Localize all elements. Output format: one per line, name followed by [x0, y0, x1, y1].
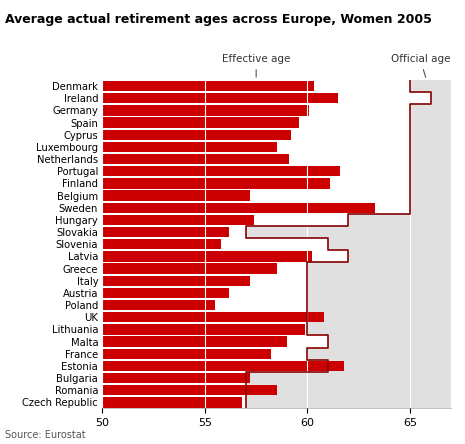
Bar	[102, 263, 277, 274]
Bar	[102, 81, 313, 91]
Bar	[102, 93, 338, 103]
Bar	[102, 142, 277, 152]
Bar	[102, 117, 299, 128]
Bar	[307, 311, 451, 323]
Bar	[410, 190, 451, 202]
Text: Effective age: Effective age	[222, 54, 290, 77]
Bar	[102, 288, 230, 298]
Bar	[102, 105, 310, 115]
Bar	[348, 214, 451, 226]
Text: Official age: Official age	[391, 54, 450, 77]
Bar	[410, 153, 451, 165]
Bar	[410, 129, 451, 141]
Bar	[307, 287, 451, 299]
Bar	[102, 202, 375, 213]
Bar	[410, 202, 451, 214]
Bar	[102, 190, 250, 201]
Bar	[102, 239, 221, 250]
Bar	[102, 276, 250, 286]
Bar	[410, 141, 451, 153]
Bar	[307, 262, 451, 275]
Bar	[431, 92, 451, 104]
Bar	[102, 337, 287, 347]
Bar	[246, 226, 451, 238]
Bar	[307, 323, 451, 336]
Bar	[410, 165, 451, 177]
Bar	[328, 238, 451, 250]
Bar	[102, 373, 250, 383]
Bar	[102, 349, 271, 359]
Bar	[102, 130, 291, 140]
Bar	[348, 250, 451, 262]
Bar	[410, 116, 451, 129]
Bar	[102, 361, 345, 371]
Bar	[328, 336, 451, 348]
Text: Source: Eurostat: Source: Eurostat	[5, 429, 85, 440]
Bar	[246, 396, 451, 408]
Bar	[102, 300, 215, 310]
Bar	[328, 360, 451, 372]
Bar	[246, 372, 451, 384]
Bar	[410, 80, 451, 92]
Bar	[102, 227, 230, 237]
Bar	[102, 397, 242, 408]
Bar	[410, 104, 451, 116]
Bar	[307, 275, 451, 287]
Bar	[102, 178, 330, 189]
Bar	[102, 312, 324, 322]
Bar	[102, 154, 289, 164]
Bar	[102, 385, 277, 396]
Bar	[307, 348, 451, 360]
Bar	[102, 166, 340, 176]
Bar	[102, 215, 254, 225]
Text: Average actual retirement ages across Europe, Women 2005: Average actual retirement ages across Eu…	[5, 13, 432, 26]
Bar	[246, 384, 451, 396]
Bar	[307, 299, 451, 311]
Bar	[102, 324, 306, 335]
Bar	[410, 177, 451, 190]
Bar	[102, 251, 312, 262]
